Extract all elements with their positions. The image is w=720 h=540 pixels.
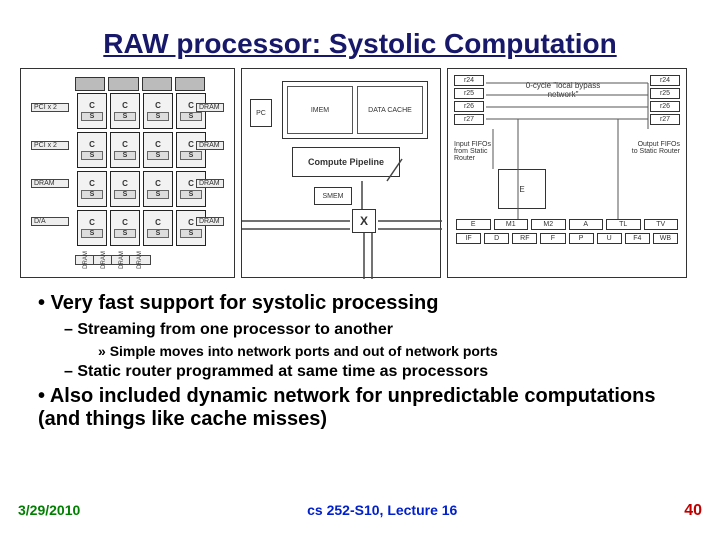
- compute-pipeline-block: Compute Pipeline: [292, 147, 400, 177]
- slide-title: RAW processor: Systolic Computation: [0, 0, 720, 68]
- right-io-label: DRAM: [196, 217, 224, 226]
- bullet-level3: Simple moves into network ports and out …: [98, 343, 682, 359]
- bullet-content: Very fast support for systolic processin…: [0, 278, 720, 431]
- fifo-block: E: [498, 169, 546, 209]
- smem-block: SMEM: [314, 187, 352, 205]
- left-io-label: PCI x 2: [31, 103, 69, 112]
- panel-systolic-array: CS CS CS CS CS CS CS CS CS CS CS CS CS C…: [20, 68, 235, 278]
- imem-block: IMEM: [287, 86, 353, 134]
- dcache-block: DATA CACHE: [357, 86, 423, 134]
- footer-date: 3/29/2010: [18, 502, 80, 520]
- bypass-network-label: 0-cycle "local bypass network": [518, 81, 608, 99]
- right-io-label: DRAM: [196, 103, 224, 112]
- pc-block: PC: [250, 99, 272, 127]
- bullet-level1: Very fast support for systolic processin…: [38, 292, 682, 315]
- right-io-label: DRAM: [196, 179, 224, 188]
- left-io-label: D/A: [31, 217, 69, 226]
- input-fifo-label: Input FIFOs from Static Router: [454, 141, 504, 162]
- right-io-label: DRAM: [196, 141, 224, 150]
- panel-bypass-network: r24 r25 r26 r27 r24 r25 r26 r27 0-cycle …: [447, 68, 687, 278]
- mid-top-blocks: IMEM DATA CACHE: [282, 81, 428, 139]
- diagram-area: CS CS CS CS CS CS CS CS CS CS CS CS CS C…: [20, 68, 700, 278]
- crossbar-block: X: [352, 209, 376, 233]
- footer-slide-number: 40: [684, 502, 702, 520]
- output-fifo-label: Output FIFOs to Static Router: [630, 141, 680, 155]
- register-column-right: r24 r25 r26 r27: [650, 75, 680, 125]
- pipeline-stages: E M1 M2 A TL TV IF D RF F P U F4 WB: [456, 219, 678, 267]
- bottom-io-labels: DRAM DRAM DRAM DRAM: [81, 249, 145, 271]
- slide-footer: 3/29/2010 cs 252-S10, Lecture 16 40: [0, 502, 720, 520]
- bullet-level1: Also included dynamic network for unpred…: [38, 385, 682, 431]
- left-io-label: DRAM: [31, 179, 69, 188]
- footer-course: cs 252-S10, Lecture 16: [307, 502, 457, 520]
- left-io-label: PCI x 2: [31, 141, 69, 150]
- panel-compute-tile: PC IMEM DATA CACHE Compute Pipeline SMEM…: [241, 68, 441, 278]
- register-column-left: r24 r25 r26 r27: [454, 75, 484, 125]
- tile-grid: CS CS CS CS CS CS CS CS CS CS CS CS CS C…: [77, 93, 206, 246]
- bullet-level2: Streaming from one processor to another: [64, 321, 682, 339]
- bullet-level2: Static router programmed at same time as…: [64, 363, 682, 381]
- top-connector-bars: [75, 77, 205, 91]
